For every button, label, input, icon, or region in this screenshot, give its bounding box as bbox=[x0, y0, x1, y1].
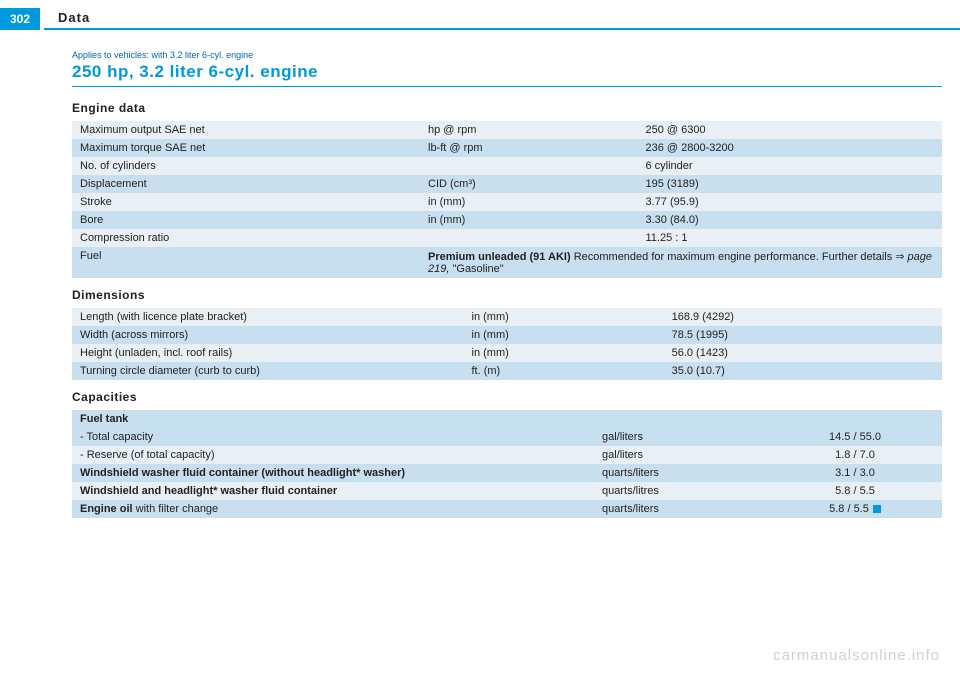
cell-unit bbox=[594, 410, 768, 428]
oil-val: 5.8 / 5.5 bbox=[829, 503, 869, 515]
cell-label: No. of cylinders bbox=[72, 157, 420, 175]
cell-unit: gal/liters bbox=[594, 428, 768, 446]
fuel-bold: Premium unleaded (91 AKI) bbox=[428, 251, 574, 263]
cell-value: 1.8 / 7.0 bbox=[768, 446, 942, 464]
cell-value: 35.0 (10.7) bbox=[664, 362, 942, 380]
cell-label: Width (across mirrors) bbox=[72, 326, 464, 344]
oil-bold: Engine oil bbox=[80, 503, 136, 515]
applies-note: Applies to vehicles: with 3.2 liter 6-cy… bbox=[72, 50, 942, 60]
engine-heading: Engine data bbox=[72, 101, 942, 115]
table-row: Turning circle diameter (curb to curb)ft… bbox=[72, 362, 942, 380]
dimensions-heading: Dimensions bbox=[72, 288, 942, 302]
cell-label: Stroke bbox=[72, 193, 420, 211]
cell-unit: CID (cm³) bbox=[420, 175, 638, 193]
table-row: DisplacementCID (cm³)195 (3189) bbox=[72, 175, 942, 193]
cell-value bbox=[768, 410, 942, 428]
table-row: Engine oil with filter change quarts/lit… bbox=[72, 500, 942, 518]
section-header: Data bbox=[58, 10, 90, 25]
page-number: 302 bbox=[0, 8, 40, 30]
cell-unit: in (mm) bbox=[464, 344, 664, 362]
cell-value: 11.25 : 1 bbox=[638, 229, 943, 247]
table-row: Fuel tank bbox=[72, 410, 942, 428]
table-row: No. of cylinders 6 cylinder bbox=[72, 157, 942, 175]
cell-value: 168.9 (4292) bbox=[664, 308, 942, 326]
fuel-value: Premium unleaded (91 AKI) Recommended fo… bbox=[420, 247, 942, 278]
cell-unit: in (mm) bbox=[420, 211, 638, 229]
cell-value: 3.1 / 3.0 bbox=[768, 464, 942, 482]
table-row: - Reserve (of total capacity)gal/liters1… bbox=[72, 446, 942, 464]
table-row: Width (across mirrors)in (mm)78.5 (1995) bbox=[72, 326, 942, 344]
cell-label: Displacement bbox=[72, 175, 420, 193]
table-row: Fuel Premium unleaded (91 AKI) Recommend… bbox=[72, 247, 942, 278]
cell-label: Compression ratio bbox=[72, 229, 420, 247]
cell-label: Windshield washer fluid container (witho… bbox=[72, 464, 594, 482]
cell-label: Height (unladen, incl. roof rails) bbox=[72, 344, 464, 362]
cell-value: 78.5 (1995) bbox=[664, 326, 942, 344]
watermark: carmanualsonline.info bbox=[773, 647, 940, 664]
cell-unit: quarts/liters bbox=[594, 464, 768, 482]
cell-value: 250 @ 6300 bbox=[638, 121, 943, 139]
table-row: Compression ratio 11.25 : 1 bbox=[72, 229, 942, 247]
end-square-icon bbox=[873, 505, 881, 513]
engine-table: Maximum output SAE nethp @ rpm250 @ 6300… bbox=[72, 121, 942, 278]
cell-unit: ft. (m) bbox=[464, 362, 664, 380]
table-row: Borein (mm)3.30 (84.0) bbox=[72, 211, 942, 229]
table-row: Height (unladen, incl. roof rails)in (mm… bbox=[72, 344, 942, 362]
cell-label: Maximum output SAE net bbox=[72, 121, 420, 139]
cell-label: Fuel tank bbox=[72, 410, 594, 428]
cell-label: Bore bbox=[72, 211, 420, 229]
table-row: Length (with licence plate bracket)in (m… bbox=[72, 308, 942, 326]
cell-label: Windshield and headlight* washer fluid c… bbox=[72, 482, 594, 500]
cell-value: 56.0 (1423) bbox=[664, 344, 942, 362]
cell-unit: in (mm) bbox=[464, 326, 664, 344]
oil-label: Engine oil with filter change bbox=[72, 500, 594, 518]
dimensions-table: Length (with licence plate bracket)in (m… bbox=[72, 308, 942, 380]
table-row: Windshield and headlight* washer fluid c… bbox=[72, 482, 942, 500]
cell-unit bbox=[420, 229, 638, 247]
cell-unit: hp @ rpm bbox=[420, 121, 638, 139]
header-rule bbox=[44, 8, 960, 30]
cell-unit: lb-ft @ rpm bbox=[420, 139, 638, 157]
cell-unit: gal/liters bbox=[594, 446, 768, 464]
table-row: - Total capacitygal/liters14.5 / 55.0 bbox=[72, 428, 942, 446]
fuel-tail: "Gasoline" bbox=[449, 263, 503, 275]
cell-value: 3.77 (95.9) bbox=[638, 193, 943, 211]
cell-unit: in (mm) bbox=[420, 193, 638, 211]
capacities-heading: Capacities bbox=[72, 390, 942, 404]
cell-unit: in (mm) bbox=[464, 308, 664, 326]
cell-value: 195 (3189) bbox=[638, 175, 943, 193]
fuel-label: Fuel bbox=[72, 247, 420, 278]
cell-label: - Total capacity bbox=[72, 428, 594, 446]
oil-unit: quarts/liters bbox=[594, 500, 768, 518]
capacities-table: Fuel tank- Total capacitygal/liters14.5 … bbox=[72, 410, 942, 518]
cell-value: 14.5 / 55.0 bbox=[768, 428, 942, 446]
page-content: Applies to vehicles: with 3.2 liter 6-cy… bbox=[72, 50, 942, 518]
oil-value: 5.8 / 5.5 bbox=[768, 500, 942, 518]
cell-value: 6 cylinder bbox=[638, 157, 943, 175]
oil-rest: with filter change bbox=[136, 503, 219, 515]
cell-label: Turning circle diameter (curb to curb) bbox=[72, 362, 464, 380]
cell-unit: quarts/litres bbox=[594, 482, 768, 500]
cell-value: 5.8 / 5.5 bbox=[768, 482, 942, 500]
page-title: 250 hp, 3.2 liter 6-cyl. engine bbox=[72, 62, 942, 87]
table-row: Maximum torque SAE netlb-ft @ rpm236 @ 2… bbox=[72, 139, 942, 157]
cell-value: 236 @ 2800-3200 bbox=[638, 139, 943, 157]
cell-unit bbox=[420, 157, 638, 175]
cell-label: Maximum torque SAE net bbox=[72, 139, 420, 157]
table-row: Strokein (mm)3.77 (95.9) bbox=[72, 193, 942, 211]
cell-value: 3.30 (84.0) bbox=[638, 211, 943, 229]
fuel-rest: Recommended for maximum engine performan… bbox=[574, 251, 908, 263]
table-row: Windshield washer fluid container (witho… bbox=[72, 464, 942, 482]
table-row: Maximum output SAE nethp @ rpm250 @ 6300 bbox=[72, 121, 942, 139]
cell-label: - Reserve (of total capacity) bbox=[72, 446, 594, 464]
cell-label: Length (with licence plate bracket) bbox=[72, 308, 464, 326]
